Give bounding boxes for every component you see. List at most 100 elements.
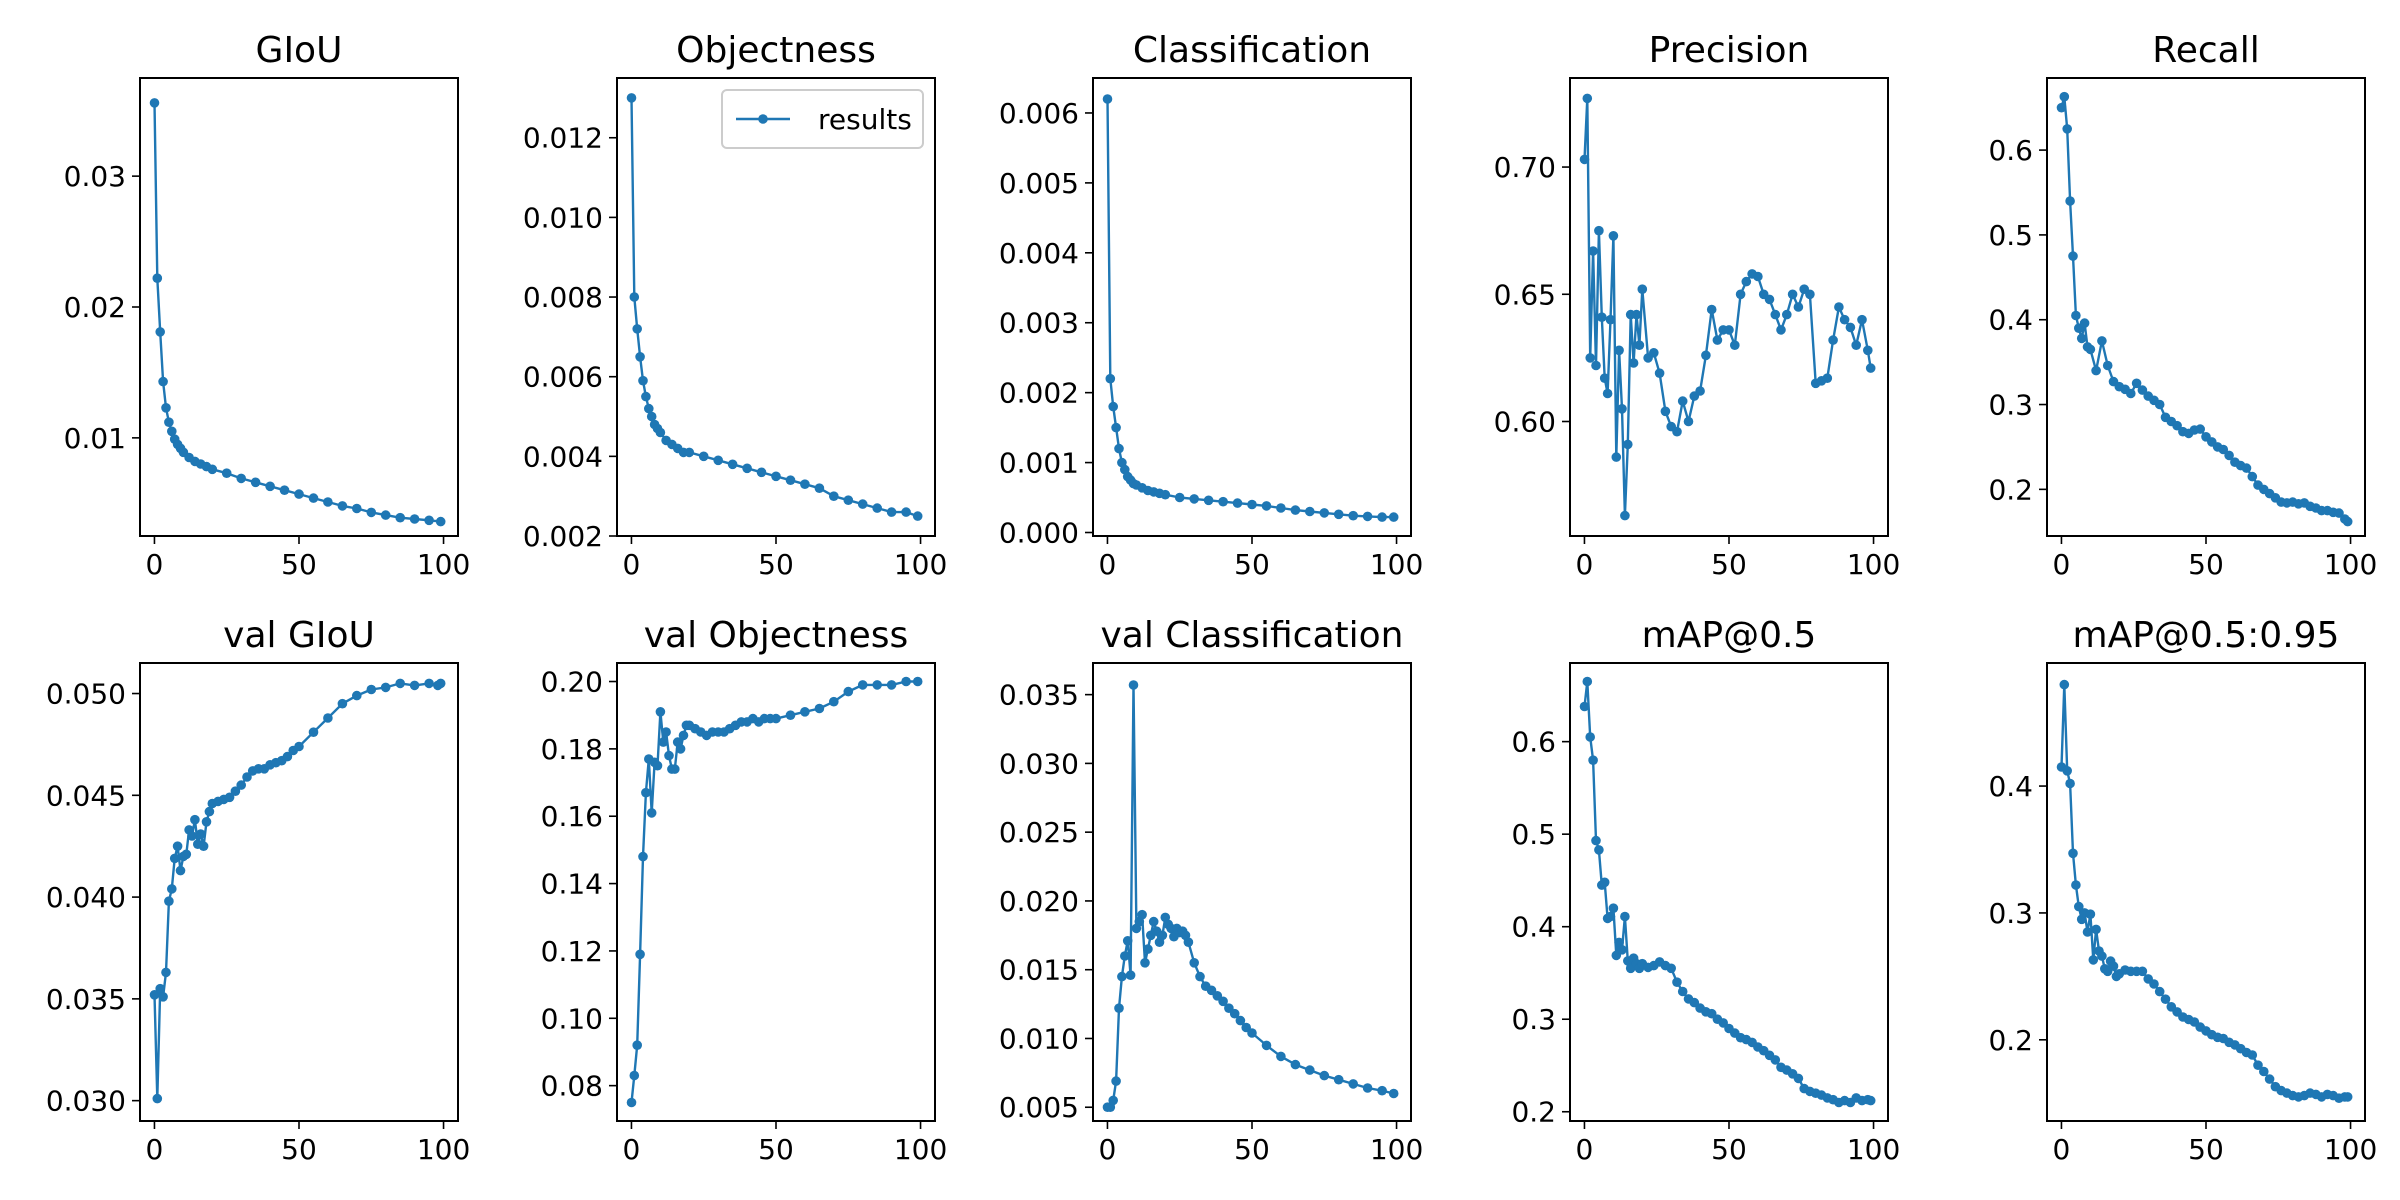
data-point bbox=[1137, 909, 1147, 920]
y-tick-label: 0.4 bbox=[1988, 304, 2033, 337]
data-point bbox=[2079, 318, 2090, 328]
data-point bbox=[435, 516, 446, 527]
subplot-map-0-5-0-95: mAP@0.5:0.95 0 50 100 0.2 0.3 0.4 bbox=[1988, 615, 2377, 1166]
data-point bbox=[1120, 951, 1130, 961]
y-tick-label: 0.006 bbox=[999, 97, 1079, 130]
data-point bbox=[912, 676, 923, 687]
x-tick-label: 100 bbox=[417, 1133, 470, 1166]
data-point bbox=[366, 684, 377, 695]
data-point bbox=[1160, 489, 1171, 500]
data-point bbox=[646, 808, 657, 818]
data-point bbox=[337, 501, 348, 511]
legend-marker bbox=[758, 114, 768, 124]
data-point bbox=[366, 507, 377, 518]
data-point bbox=[678, 730, 689, 741]
data-point bbox=[149, 98, 160, 108]
data-point bbox=[1701, 350, 1711, 361]
data-point bbox=[1863, 345, 1873, 356]
data-point bbox=[161, 403, 171, 413]
data-point bbox=[1695, 386, 1705, 396]
y-tick-label: 0.3 bbox=[1511, 1003, 1556, 1036]
data-point bbox=[1706, 304, 1717, 315]
data-point bbox=[1839, 314, 1850, 325]
y-tick-label: 0.020 bbox=[999, 885, 1079, 918]
data-point bbox=[1111, 422, 1121, 433]
subplot-title: GIoU bbox=[256, 30, 343, 71]
data-point bbox=[1585, 732, 1595, 742]
data-point bbox=[655, 707, 666, 717]
data-point bbox=[641, 787, 651, 798]
data-point bbox=[172, 841, 183, 851]
data-point bbox=[2091, 924, 2101, 935]
data-point bbox=[2102, 360, 2113, 371]
data-point bbox=[2247, 1050, 2258, 1060]
data-point bbox=[1108, 1095, 1118, 1106]
data-point bbox=[1599, 373, 1610, 384]
subplot-val-classification: val Classification 0 50 100 0.005 0.010 0.015 0… bbox=[999, 615, 1423, 1166]
data-point bbox=[250, 477, 261, 488]
data-point bbox=[1845, 322, 1856, 333]
axes-frame bbox=[2046, 662, 2366, 1122]
x-tick-label: 0 bbox=[2053, 548, 2071, 581]
x-tick-label: 50 bbox=[1234, 1133, 1270, 1166]
data-point bbox=[155, 983, 165, 994]
x-tick-label: 0 bbox=[2053, 1133, 2071, 1166]
data-point bbox=[242, 772, 252, 782]
data-point bbox=[1579, 154, 1590, 165]
data-point bbox=[1591, 835, 1601, 846]
data-point bbox=[167, 884, 177, 894]
x-tick-label: 50 bbox=[2188, 1133, 2224, 1166]
data-point bbox=[1189, 958, 1199, 968]
data-point bbox=[294, 741, 304, 752]
data-point bbox=[1232, 498, 1243, 508]
data-point bbox=[2108, 961, 2119, 971]
y-tick-label: 0.10 bbox=[541, 1002, 603, 1035]
data-point bbox=[1114, 443, 1124, 454]
data-point bbox=[646, 411, 657, 422]
data-point bbox=[901, 676, 911, 687]
data-point bbox=[800, 707, 810, 717]
data-point bbox=[2160, 994, 2171, 1004]
data-point bbox=[282, 751, 293, 762]
data-point bbox=[1649, 348, 1659, 358]
data-point bbox=[814, 483, 825, 494]
data-point bbox=[1189, 494, 1199, 504]
data-point bbox=[1261, 501, 1272, 511]
subplot-giou: GIoU 0 50 100 0.01 0.02 0.03 bbox=[64, 30, 471, 581]
data-point bbox=[901, 507, 911, 517]
data-point bbox=[638, 375, 648, 386]
data-point bbox=[2224, 450, 2234, 461]
y-tick-label: 0.030 bbox=[999, 747, 1079, 780]
x-tick-label: 100 bbox=[1370, 1133, 1423, 1166]
data-point bbox=[152, 1093, 163, 1104]
y-tick-label: 0.5 bbox=[1988, 219, 2033, 252]
data-point bbox=[857, 680, 868, 690]
data-point bbox=[149, 990, 160, 1000]
y-tick-label: 0.004 bbox=[999, 237, 1079, 270]
y-tick-label: 0.050 bbox=[46, 678, 126, 711]
data-point bbox=[1333, 1074, 1344, 1085]
data-point bbox=[1672, 426, 1682, 437]
y-tick-label: 0.003 bbox=[999, 307, 1079, 340]
x-tick-label: 0 bbox=[623, 548, 641, 581]
data-point bbox=[756, 467, 767, 478]
data-point bbox=[1764, 294, 1775, 305]
axes-frame bbox=[1092, 77, 1412, 537]
subplot-title: Classification bbox=[1133, 30, 1371, 71]
data-point bbox=[1599, 877, 1610, 888]
data-point bbox=[2149, 979, 2159, 989]
data-point bbox=[684, 447, 695, 458]
data-point bbox=[1235, 1015, 1246, 1026]
data-point bbox=[1605, 314, 1616, 325]
data-point bbox=[323, 497, 333, 507]
data-point bbox=[2137, 966, 2148, 977]
x-tick-label: 100 bbox=[1847, 1133, 1900, 1166]
data-point bbox=[1605, 911, 1616, 922]
y-tick-label: 0.6 bbox=[1511, 726, 1556, 759]
data-point bbox=[352, 690, 362, 701]
data-point bbox=[1617, 404, 1627, 414]
data-point bbox=[352, 503, 362, 514]
data-point bbox=[2059, 91, 2070, 102]
data-point bbox=[1102, 94, 1113, 104]
series-line-results bbox=[2060, 683, 2348, 1100]
